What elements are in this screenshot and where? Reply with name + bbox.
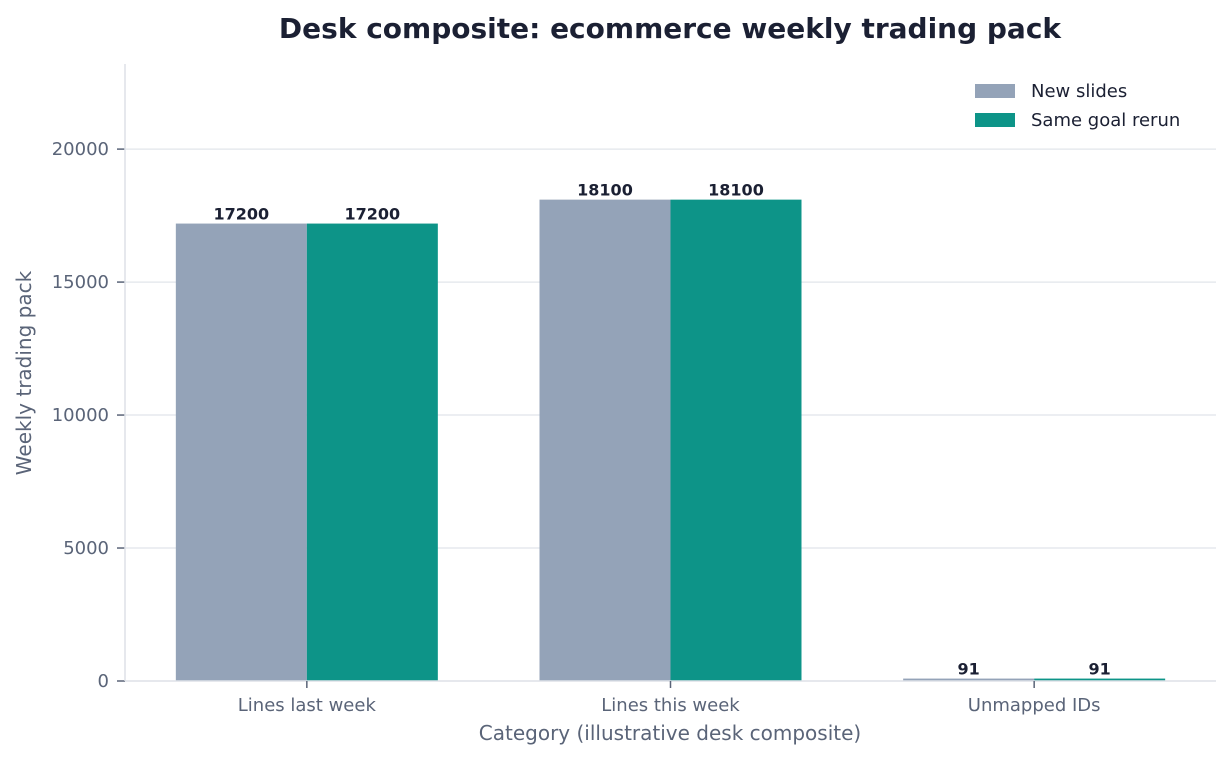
legend: New slides Same goal rerun [975,81,1180,131]
y-tick-label: 0 [98,671,109,692]
bars [175,199,1166,682]
data-label: 91 [1089,660,1111,679]
x-tick-label: Unmapped IDs [968,695,1101,716]
bar [670,199,802,682]
x-axis-label: Category (illustrative desk composite) [479,721,861,745]
legend-swatch [975,84,1015,98]
bar [1034,678,1166,681]
bar [175,223,307,681]
bar [903,678,1035,681]
y-tick-label: 20000 [52,139,109,160]
y-tick-label: 10000 [52,405,109,426]
y-tick-label: 5000 [63,538,109,559]
data-label: 18100 [708,181,764,200]
x-tick-label: Lines this week [601,695,740,716]
data-label: 18100 [577,181,633,200]
x-tick-label: Lines last week [238,695,377,716]
legend-label: Same goal rerun [1031,110,1180,131]
data-label: 17200 [213,205,269,224]
data-label: 91 [958,660,980,679]
data-labels: 17200 17200 18100 18100 91 91 [213,181,1110,679]
bar [539,199,671,682]
y-tick-label: 15000 [52,272,109,293]
axes: 0 5000 10000 15000 20000 Lines last week Lines… [52,64,1216,716]
chart-title: Desk composite: ecommerce weekly trading… [279,12,1063,45]
legend-label: New slides [1031,81,1127,102]
y-axis-label: Weekly trading pack [12,270,36,475]
data-label: 17200 [344,205,400,224]
bar [306,223,438,681]
legend-swatch [975,113,1015,127]
